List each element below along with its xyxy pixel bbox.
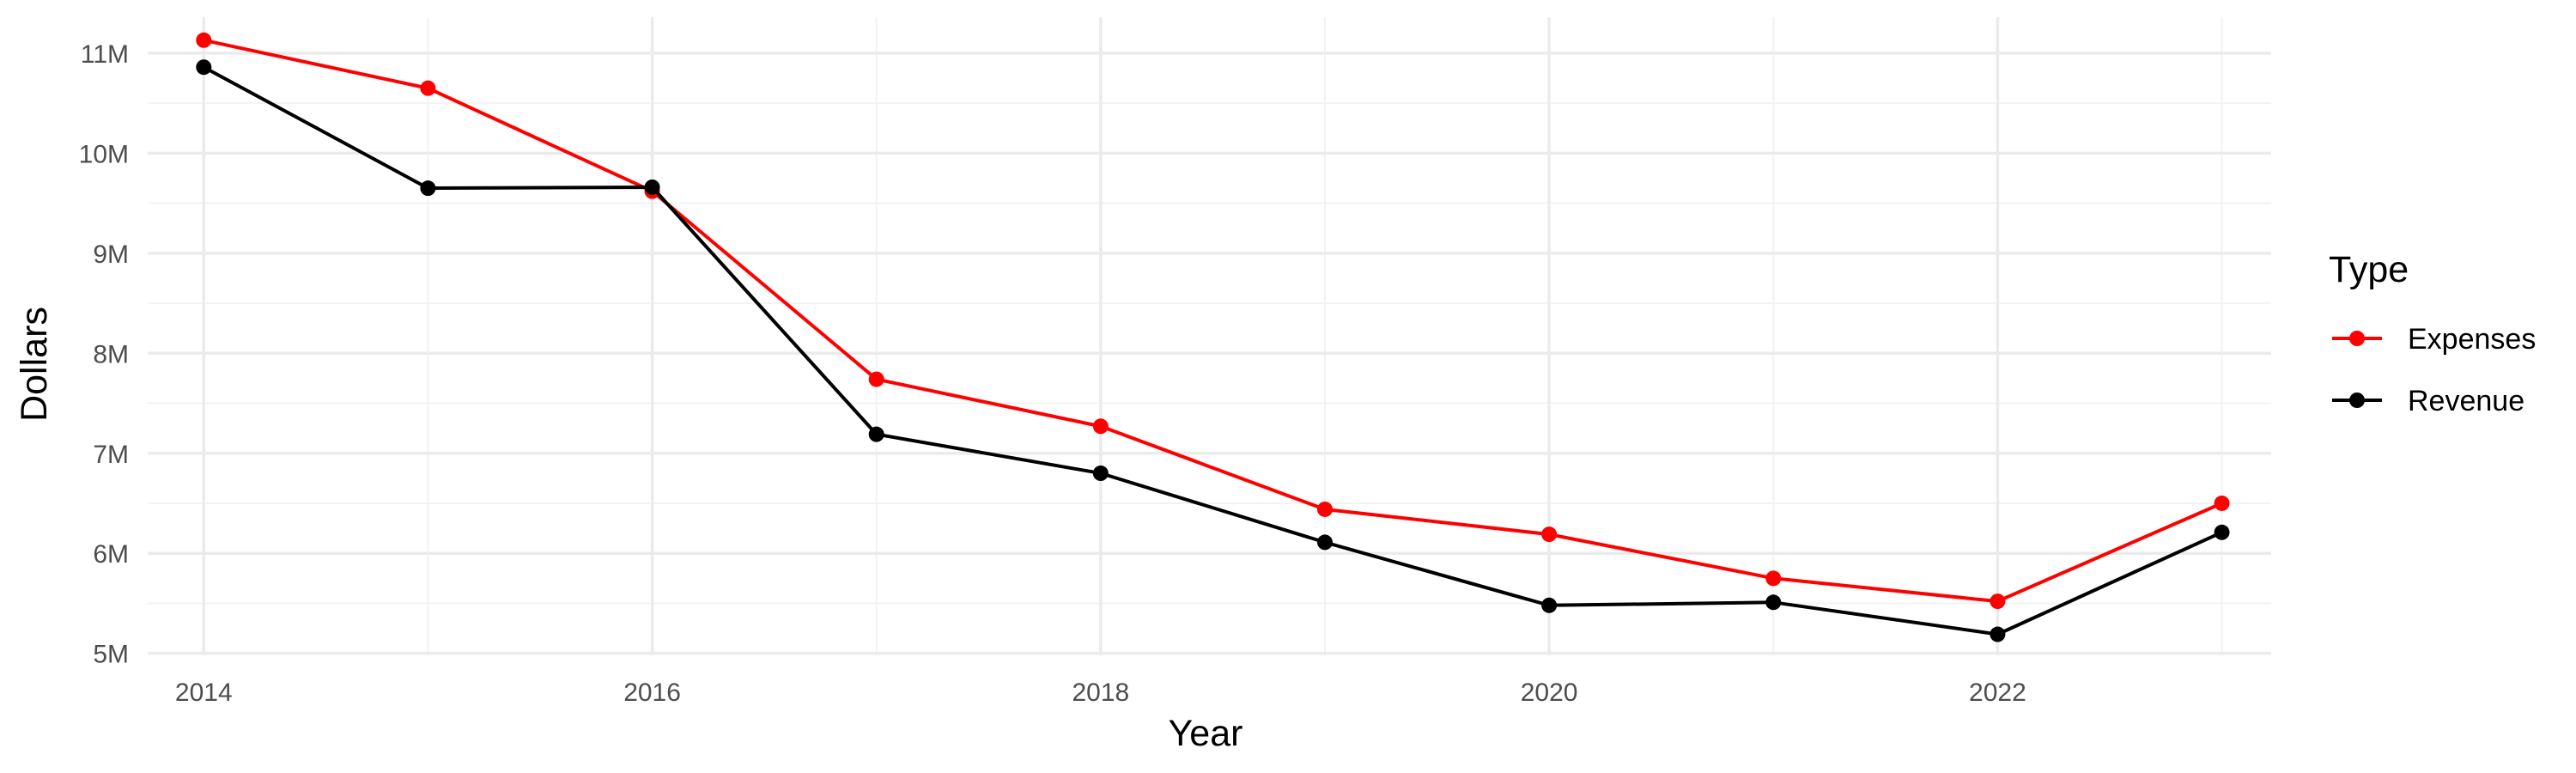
- legend-label-expenses: Expenses: [2408, 323, 2536, 356]
- legend-key-point: [2349, 331, 2365, 346]
- x-tick-label: 2018: [1072, 679, 1129, 707]
- data-point-revenue: [644, 179, 660, 195]
- x-axis-ticks: 2014 2016 2018 2020 2022: [175, 679, 2026, 707]
- data-point-revenue: [1990, 626, 2006, 642]
- grid: [148, 17, 2271, 655]
- data-point-expenses: [2214, 495, 2230, 511]
- y-tick-label: 10M: [79, 140, 129, 168]
- data-point-expenses: [1541, 526, 1558, 543]
- y-tick-label: 9M: [93, 240, 129, 269]
- data-point-expenses: [1316, 501, 1333, 517]
- data-point-revenue: [1316, 534, 1333, 551]
- y-tick-label: 11M: [81, 40, 129, 69]
- y-axis-title: Dollars: [14, 307, 55, 422]
- series-revenue: [196, 59, 2230, 642]
- data-point-expenses: [868, 371, 884, 387]
- series: [196, 32, 2230, 642]
- series-line-expenses: [202, 38, 2224, 604]
- data-point-revenue: [1765, 594, 1782, 611]
- legend-title: Type: [2329, 249, 2409, 290]
- legend-item-revenue: Revenue: [2332, 385, 2524, 417]
- y-tick-label: 5M: [93, 641, 129, 669]
- legend-items: Expenses Revenue: [2332, 323, 2536, 417]
- series-line-revenue: [202, 65, 2224, 636]
- x-tick-label: 2020: [1521, 679, 1578, 707]
- y-tick-label: 6M: [93, 540, 129, 569]
- x-tick-label: 2022: [1969, 679, 2026, 707]
- data-point-revenue: [1092, 466, 1109, 482]
- data-point-expenses: [1765, 570, 1782, 587]
- data-point-revenue: [2214, 524, 2230, 540]
- data-point-expenses: [1092, 418, 1109, 435]
- data-point-revenue: [420, 180, 436, 197]
- x-axis-title: Year: [1169, 713, 1243, 754]
- legend-item-expenses: Expenses: [2332, 323, 2536, 356]
- data-point-expenses: [196, 32, 212, 48]
- y-tick-label: 8M: [93, 340, 129, 368]
- y-axis-ticks: 5M 6M 7M 8M 9M 10M 11M: [79, 40, 129, 669]
- x-tick-label: 2016: [623, 679, 681, 707]
- data-point-expenses: [1990, 593, 2006, 610]
- data-point-revenue: [196, 59, 212, 76]
- series-expenses: [196, 32, 2230, 610]
- data-point-revenue: [868, 426, 884, 442]
- legend-key-point: [2349, 393, 2365, 408]
- x-tick-label: 2014: [175, 679, 233, 707]
- legend: Type Expenses Revenue: [2329, 249, 2536, 417]
- data-point-expenses: [420, 80, 436, 96]
- legend-label-revenue: Revenue: [2408, 385, 2524, 417]
- data-point-revenue: [1541, 597, 1558, 613]
- y-tick-label: 7M: [93, 441, 129, 469]
